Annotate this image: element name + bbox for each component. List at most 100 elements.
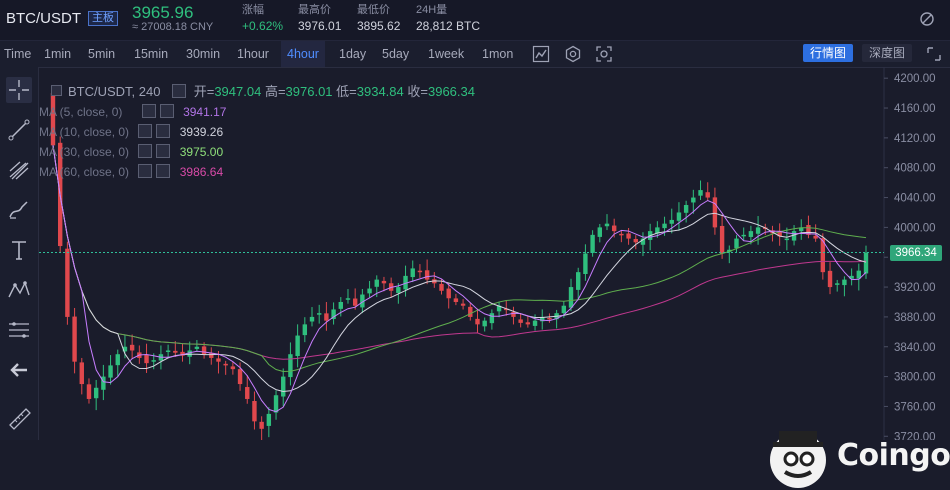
screenshot-icon[interactable] (595, 45, 613, 63)
tf-1min[interactable]: 1min (44, 47, 72, 61)
stat-label: 最低价 (357, 4, 390, 16)
settings-icon[interactable] (564, 45, 582, 63)
candle (345, 298, 351, 300)
open-label: 开= (193, 84, 215, 99)
candle (583, 253, 588, 274)
candle (712, 197, 718, 228)
ma-value: 3939.26 (179, 125, 224, 139)
candle (288, 354, 293, 378)
fib-icon[interactable] (6, 317, 32, 343)
candle (396, 287, 401, 293)
collapse-icon[interactable] (51, 85, 62, 96)
candle (331, 309, 336, 320)
candle (799, 227, 804, 232)
candle (777, 230, 782, 237)
tf-time[interactable]: Time (4, 47, 32, 61)
y-tick-label: 4200.00 (894, 73, 936, 85)
tf-5day[interactable]: 5day (382, 47, 410, 61)
candle (532, 320, 538, 326)
brand-text: Coingogo (837, 438, 950, 473)
ma-settings-icon[interactable] (138, 144, 153, 158)
candle (619, 233, 624, 236)
ma10-legend: MA (10, close, 0) 3939.26 (39, 124, 223, 139)
candlestick-chart[interactable]: 4200.00 4160.00 4120.00 4080.00 4040.00 4000.… (39, 67, 950, 440)
candle (252, 400, 257, 422)
series-settings-icon[interactable] (172, 84, 187, 98)
indicator-icon[interactable] (532, 45, 550, 63)
candle (173, 350, 178, 353)
candle (79, 362, 84, 385)
candle (72, 316, 77, 362)
candle (144, 354, 149, 364)
candle (734, 238, 739, 249)
stat-value: 3895.62 (357, 19, 401, 33)
back-arrow-icon[interactable] (6, 357, 32, 383)
candle (209, 353, 214, 358)
crosshair-icon[interactable] (6, 77, 32, 103)
candle (317, 313, 322, 315)
tf-30min[interactable]: 30min (186, 47, 221, 61)
y-tick-label: 4160.00 (894, 103, 936, 115)
candle (705, 192, 710, 198)
close-value: 3966.34 (427, 84, 475, 99)
candle (540, 316, 545, 322)
candle (86, 384, 92, 399)
ma5-line (52, 145, 867, 413)
y-tick-label: 3720.00 (894, 431, 936, 440)
candle (367, 288, 372, 294)
ma-label: MA (60, close, 0) (39, 165, 130, 179)
board-badge: 主板 (88, 11, 118, 26)
ma-close-icon[interactable] (159, 104, 174, 118)
candle (863, 252, 869, 274)
candle (676, 212, 682, 221)
candle (352, 298, 358, 306)
ma-close-icon[interactable] (156, 124, 171, 138)
fullscreen-icon[interactable] (925, 45, 943, 63)
tf-1hour[interactable]: 1hour (237, 47, 269, 61)
tf-4hour[interactable]: 4hour (281, 41, 325, 67)
tab-depth-chart[interactable]: 深度图 (862, 44, 913, 62)
tab-market-chart[interactable]: 行情图 (803, 44, 854, 62)
candle (187, 350, 192, 357)
y-tick-label: 3840.00 (894, 342, 936, 354)
ma-close-icon[interactable] (156, 144, 171, 158)
text-icon[interactable] (6, 237, 32, 263)
candle (460, 303, 466, 306)
stat-value: 3976.01 (298, 19, 342, 33)
candle (727, 249, 732, 252)
brush-icon[interactable] (6, 197, 32, 223)
ma-settings-icon[interactable] (138, 164, 153, 178)
ma-close-icon[interactable] (156, 164, 171, 178)
candle (640, 238, 646, 245)
tf-1week[interactable]: 1week (428, 47, 465, 61)
tf-1day[interactable]: 1day (339, 47, 367, 61)
ma-settings-icon[interactable] (141, 104, 156, 118)
hide-icon[interactable] (918, 10, 936, 28)
symbol-name[interactable]: BTC/USDT (6, 10, 81, 27)
candle (820, 238, 826, 273)
candle (245, 387, 250, 399)
candle (230, 366, 236, 370)
ruler-icon[interactable] (6, 405, 32, 431)
candle (626, 233, 631, 239)
candle (424, 270, 430, 280)
candle (151, 360, 156, 362)
candle (604, 223, 610, 227)
ma-settings-icon[interactable] (138, 124, 153, 138)
candle (504, 308, 509, 311)
candle (180, 351, 185, 356)
candle (101, 376, 106, 390)
stat-value: +0.62% (242, 19, 284, 33)
tf-15min[interactable]: 15min (134, 47, 169, 61)
candle (266, 413, 272, 426)
candle (669, 219, 674, 224)
tf-1mon[interactable]: 1mon (482, 47, 514, 61)
ma-value: 3975.00 (179, 145, 224, 159)
pitchfork-icon[interactable] (6, 157, 32, 183)
ma-label: MA (10, close, 0) (39, 125, 130, 139)
candle (691, 197, 696, 203)
trend-line-icon[interactable] (6, 117, 32, 143)
pattern-icon[interactable] (6, 277, 32, 303)
chart-area[interactable]: 4200.00 4160.00 4120.00 4080.00 4040.00 4000.… (39, 67, 950, 488)
tf-5min[interactable]: 5min (88, 47, 116, 61)
